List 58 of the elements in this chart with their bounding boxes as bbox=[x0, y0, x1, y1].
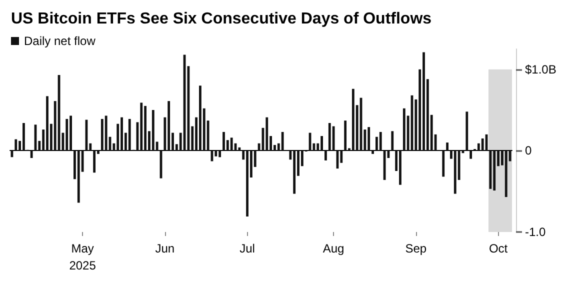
bar bbox=[128, 118, 131, 151]
bar bbox=[77, 150, 80, 203]
chart-title: US Bitcoin ETFs See Six Consecutive Days of Outflows bbox=[11, 10, 432, 28]
bar bbox=[344, 120, 347, 151]
bar bbox=[324, 150, 327, 160]
bar bbox=[320, 136, 323, 151]
bar bbox=[199, 86, 202, 151]
bar bbox=[391, 131, 394, 151]
bar bbox=[470, 150, 472, 159]
bar bbox=[70, 116, 72, 151]
bar bbox=[446, 142, 448, 151]
bar bbox=[46, 96, 48, 151]
bar bbox=[352, 88, 354, 151]
y-tick-label: -1.0 bbox=[525, 225, 546, 239]
bar bbox=[218, 150, 222, 158]
bar bbox=[266, 117, 268, 151]
bar bbox=[328, 123, 331, 151]
bar bbox=[104, 116, 108, 151]
bar bbox=[372, 150, 374, 154]
x-tick-label: May 2025 bbox=[69, 242, 96, 272]
bar bbox=[66, 118, 68, 151]
x-tick-label: Jun bbox=[155, 242, 175, 256]
y-tick-label: 0 bbox=[525, 144, 532, 158]
bar bbox=[481, 138, 484, 151]
bar bbox=[332, 126, 335, 151]
bar bbox=[14, 139, 18, 151]
bar bbox=[144, 106, 147, 151]
y-tick-label: $1.0B bbox=[525, 62, 556, 76]
bar bbox=[152, 110, 154, 151]
bar bbox=[246, 150, 248, 217]
bar bbox=[22, 123, 25, 151]
bar bbox=[402, 108, 406, 151]
bar bbox=[489, 150, 492, 189]
bar bbox=[504, 150, 508, 198]
bar bbox=[168, 101, 170, 151]
bar bbox=[442, 150, 445, 177]
bar bbox=[399, 150, 402, 185]
bar bbox=[222, 132, 225, 151]
bar bbox=[379, 132, 382, 151]
bar bbox=[454, 150, 456, 194]
x-tick-label: Oct bbox=[488, 242, 508, 256]
bar bbox=[293, 150, 296, 194]
bar bbox=[120, 117, 123, 151]
bar bbox=[422, 52, 425, 151]
bar bbox=[466, 112, 468, 151]
bar bbox=[100, 118, 104, 151]
bar bbox=[30, 150, 33, 158]
legend-label: Daily net flow bbox=[24, 34, 96, 48]
x-tick-label: Sep bbox=[405, 242, 427, 256]
bar bbox=[368, 127, 370, 151]
bar bbox=[281, 132, 284, 151]
bar bbox=[238, 147, 241, 151]
bar bbox=[93, 150, 96, 173]
x-tick-label: Aug bbox=[322, 242, 344, 256]
x-tick-label: Jul bbox=[240, 242, 255, 256]
bar bbox=[230, 138, 233, 151]
bar bbox=[140, 102, 143, 151]
bar bbox=[493, 150, 496, 191]
